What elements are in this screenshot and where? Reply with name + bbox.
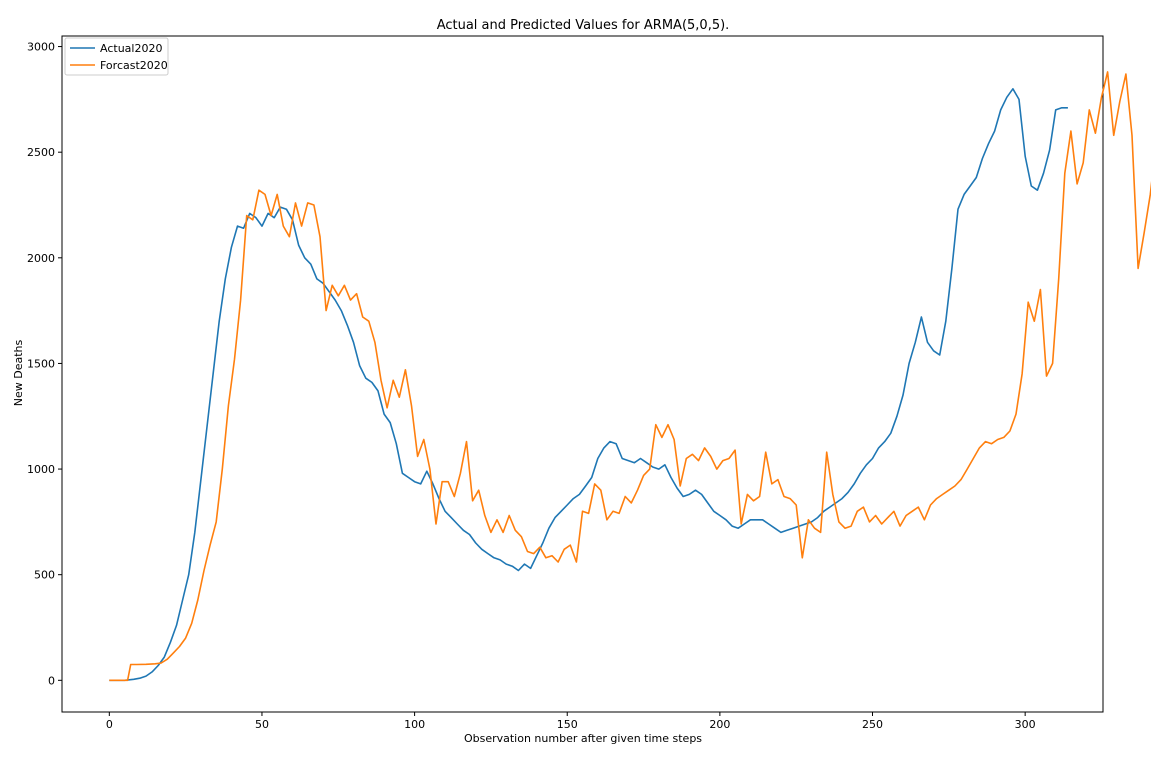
plot-frame (61, 35, 1104, 713)
y-axis-label: New Deaths (12, 339, 25, 406)
series-line-actual2020 (109, 88, 1068, 682)
y-axis: 0 500 1000 1500 2000 2500 3000 (27, 41, 62, 687)
legend: Actual2020 Forcast2020 (64, 37, 169, 76)
y-tick-label: 2500 (27, 146, 55, 159)
y-tick-label: 500 (34, 569, 55, 582)
legend-label-forecast: Forcast2020 (100, 59, 168, 72)
plot-area (61, 35, 1151, 713)
x-tick-label: 150 (557, 718, 578, 731)
x-tick-label: 300 (1015, 718, 1036, 731)
x-tick-label: 100 (404, 718, 425, 731)
x-tick-label: 250 (862, 718, 883, 731)
x-tick-label: 50 (255, 718, 269, 731)
y-tick-label: 2000 (27, 252, 55, 265)
chart-title: Actual and Predicted Values for ARMA(5,0… (437, 18, 730, 33)
series-line-forcast2020 (109, 71, 1151, 682)
y-tick-label: 1000 (27, 463, 55, 476)
x-tick-label: 0 (106, 718, 113, 731)
legend-label-actual: Actual2020 (100, 42, 162, 55)
x-axis-label: Observation number after given time step… (464, 732, 702, 745)
x-tick-label: 200 (709, 718, 730, 731)
y-tick-label: 0 (48, 674, 55, 687)
y-tick-label: 1500 (27, 357, 55, 370)
x-axis: 0 50 100 150 200 250 300 (106, 712, 1036, 731)
y-tick-label: 3000 (27, 41, 55, 54)
